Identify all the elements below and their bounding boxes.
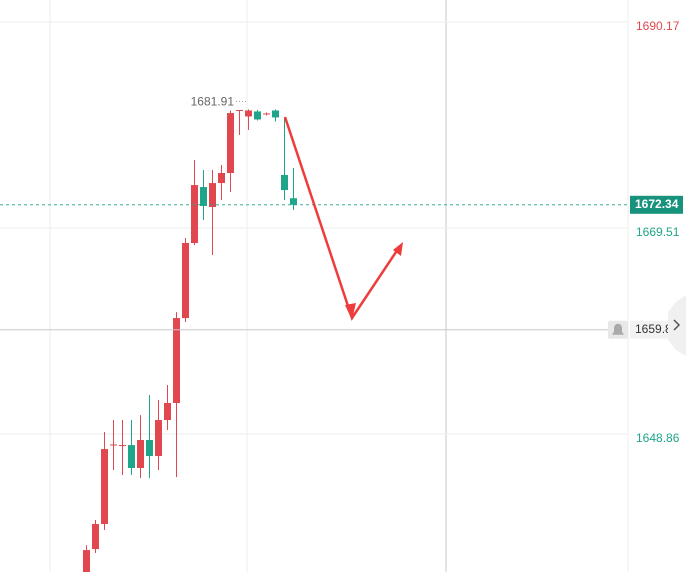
candle-body [155,420,162,457]
side-tab-bg[interactable] [668,295,686,356]
candle-body [164,403,171,421]
candle-body [101,449,108,525]
y-tick-label: 1690.17 [636,19,680,33]
candle-body [146,439,153,457]
plot: 1690.17 1669.51 1648.86 1681.91 1672.34 1659.… [0,19,683,572]
candle-body [182,242,189,319]
high-label: 1681.91 [191,95,235,109]
candle-body [290,198,297,205]
candle-body [209,183,216,207]
candle-body [200,187,207,206]
bell-icon [612,323,624,335]
candle-body [128,445,135,469]
candle-body [245,110,252,117]
arrow-head [345,303,356,320]
candle-body [92,524,99,550]
candle-body [137,439,144,469]
arrow-head [393,242,403,256]
candle-body [83,550,90,572]
side-tab-chevron[interactable] [673,319,681,331]
y-tick-label: 1669.51 [636,225,680,239]
candle-body [173,318,180,404]
candle-body [227,113,234,173]
crosshair-label: 1659.81 [635,322,679,336]
candle-body [263,113,270,115]
candle-body [191,185,198,243]
side-tab[interactable] [668,295,686,356]
annotation-arrows [283,116,403,321]
candle-body [218,172,225,184]
last-price-box [630,195,683,214]
candle-body [281,174,288,191]
candle-body [119,445,126,447]
candle-body [254,111,261,120]
y-tick-label: 1648.86 [636,431,680,445]
candle-body [236,109,243,111]
candle-body [272,110,279,118]
candle-body [110,444,117,446]
last-price-label: 1672.34 [635,197,679,211]
